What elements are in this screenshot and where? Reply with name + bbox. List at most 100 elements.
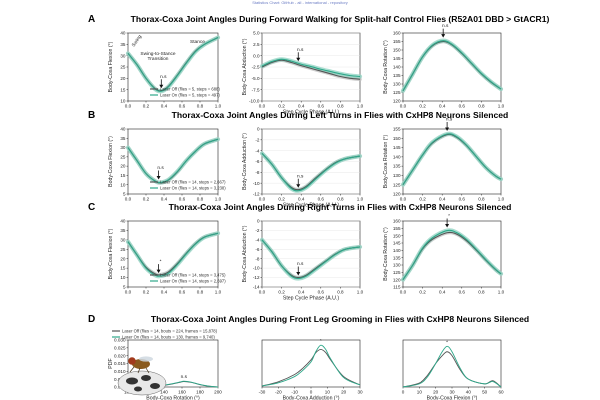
x-tick-label: 0.0 xyxy=(125,104,132,109)
x-tick-label: 0.4 xyxy=(439,104,446,109)
y-tick-label: -2.5 xyxy=(252,65,260,70)
y-tick-label: 10 xyxy=(120,182,126,187)
legend-label: Laser Off (flies = 14, steps = 3,475) xyxy=(160,273,226,278)
x-tick-label: 0.2 xyxy=(278,197,285,202)
y-tick-label: 20 xyxy=(120,164,126,169)
x-tick-label: 0.8 xyxy=(337,290,344,295)
x-tick-label: 0.8 xyxy=(478,290,485,295)
transition-label: Swing-to-Stance Transition xyxy=(140,51,176,62)
fly-leg xyxy=(137,367,141,374)
y-tick-label: 25 xyxy=(120,247,126,252)
x-tick-label: 0.0 xyxy=(400,197,407,202)
y-tick-label: 125 xyxy=(393,90,401,95)
legend-label: Laser On (flies = 14, steps = 3,238) xyxy=(160,186,226,191)
y-tick-label: 0.0 xyxy=(253,53,260,58)
transition-label-line: Transition xyxy=(148,56,169,62)
ball-spot xyxy=(126,377,138,385)
annotation-arrowhead xyxy=(441,34,446,38)
series-line-laser-on xyxy=(127,232,219,277)
y-tick-label: 25 xyxy=(120,154,126,159)
y-tick-label: 140 xyxy=(393,154,401,159)
y-tick-label: -10 xyxy=(253,181,260,186)
x-tick-label: 0.4 xyxy=(161,197,168,202)
x-axis-label: Body-Coxa Flexion (°) xyxy=(427,396,478,400)
y-axis-label: Body-Coxa Abduction (°) xyxy=(242,225,248,282)
y-tick-label: 15 xyxy=(120,266,126,271)
significance-label: * xyxy=(446,339,448,345)
y-tick-label: 20 xyxy=(120,256,126,261)
x-tick-label: 20 xyxy=(341,390,347,395)
y-tick-label: -8 xyxy=(255,256,260,261)
annotation-arrowhead xyxy=(296,184,301,188)
x-tick-label: 200 xyxy=(214,390,222,395)
x-tick-label: 0.8 xyxy=(478,197,485,202)
x-tick-label: 0.6 xyxy=(459,197,466,202)
y-tick-label: 135 xyxy=(393,73,401,78)
y-axis-label: Body-Coxa Flexion (°) xyxy=(108,228,114,279)
header-text: Statistics Chart: GitHub - all - interna… xyxy=(252,0,348,5)
x-tick-label: 0.6 xyxy=(459,104,466,109)
annotation-arrowhead xyxy=(445,127,450,132)
y-tick-label: 35 xyxy=(120,42,126,47)
y-tick-label: 115 xyxy=(393,285,401,290)
x-tick-label: -10 xyxy=(291,390,298,395)
y-tick-label: 15 xyxy=(120,87,126,92)
y-tick-label: 125 xyxy=(393,182,401,187)
platform-ball xyxy=(117,370,167,396)
y-axis-label: Body-Coxa Rotation (°) xyxy=(383,135,389,189)
series-line-laser-on xyxy=(402,133,502,186)
y-axis-label: Body-Coxa Flexion (°) xyxy=(108,41,114,92)
x-tick-label: 0.0 xyxy=(125,197,132,202)
x-tick-label: 0.2 xyxy=(419,197,426,202)
significance-label: n.s xyxy=(297,174,304,179)
series-line-laser-on xyxy=(127,138,219,184)
y-tick-label: 0.015 xyxy=(114,361,126,366)
series-line-laser-on xyxy=(261,153,361,192)
x-tick-label: 0.2 xyxy=(278,104,285,109)
x-tick-label: 1.0 xyxy=(215,197,222,202)
y-tick-label: -2 xyxy=(255,137,260,142)
x-tick-label: 0.6 xyxy=(179,197,186,202)
x-tick-label: 0.6 xyxy=(179,290,186,295)
y-tick-label: 155 xyxy=(393,39,401,44)
x-tick-label: -30 xyxy=(259,390,266,395)
ball-spot xyxy=(141,375,151,381)
x-tick-label: 30 xyxy=(357,390,363,395)
x-tick-label: 0.8 xyxy=(197,290,204,295)
annotation-arrowhead xyxy=(156,175,161,180)
series-line-laser-on xyxy=(261,58,361,78)
significance-label: n.s xyxy=(297,48,304,53)
x-tick-label: 0.0 xyxy=(259,290,266,295)
x-tick-label: 0.8 xyxy=(478,104,485,109)
significance-label: * xyxy=(448,213,450,219)
y-tick-label: -12 xyxy=(253,275,260,280)
x-tick-label: 0 xyxy=(310,390,313,395)
legend-label: Laser Off (flies = 14, bouts = 224, fram… xyxy=(122,329,218,334)
legend-label: Laser On (flies = 5, steps = 497) xyxy=(160,93,220,98)
y-tick-label: 5 xyxy=(123,192,126,197)
x-tick-label: 30 xyxy=(449,390,455,395)
y-tick-label: -6 xyxy=(255,159,260,164)
plot-area xyxy=(127,220,219,288)
y-tick-label: 140 xyxy=(393,65,401,70)
x-tick-label: 0.4 xyxy=(439,197,446,202)
panel-letter: B xyxy=(88,110,95,121)
x-tick-label: 0.2 xyxy=(143,197,150,202)
series-line-laser-on xyxy=(402,229,502,280)
y-tick-label: 35 xyxy=(120,136,126,141)
y-tick-label: 15 xyxy=(120,173,126,178)
x-tick-label: 1.0 xyxy=(215,104,222,109)
x-tick-label: 10 xyxy=(325,390,331,395)
y-tick-label: -5.0 xyxy=(252,76,260,81)
series-line-laser-on xyxy=(261,239,361,280)
y-tick-label: 30 xyxy=(120,145,126,150)
y-tick-label: 120 xyxy=(393,192,401,197)
significance-label: * xyxy=(160,259,162,265)
y-tick-label: 150 xyxy=(393,136,401,141)
x-tick-label: 1.0 xyxy=(498,197,505,202)
y-tick-label: 10 xyxy=(120,99,126,104)
y-tick-label: 155 xyxy=(393,127,401,132)
transition-label-line: Swing-to-Stance xyxy=(140,51,176,57)
y-axis-label: Body-Coxa Rotation (°) xyxy=(383,227,389,281)
